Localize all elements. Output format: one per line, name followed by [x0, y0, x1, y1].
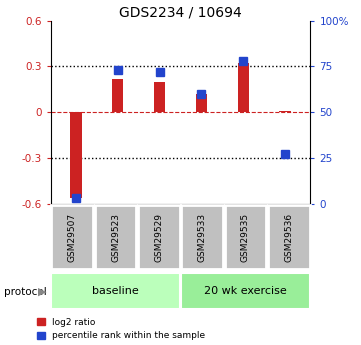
- Bar: [112, 79, 123, 112]
- Text: GSM29533: GSM29533: [198, 213, 206, 262]
- Text: baseline: baseline: [92, 286, 139, 296]
- Bar: [181, 273, 310, 308]
- Text: GSM29535: GSM29535: [241, 213, 250, 262]
- Bar: [279, 111, 291, 112]
- Bar: [95, 205, 136, 269]
- Bar: [238, 62, 249, 112]
- Bar: [196, 94, 207, 112]
- Text: GSM29529: GSM29529: [155, 213, 163, 262]
- Text: GSM29536: GSM29536: [284, 213, 293, 262]
- Bar: [51, 273, 180, 308]
- Title: GDS2234 / 10694: GDS2234 / 10694: [119, 6, 242, 20]
- Text: GSM29507: GSM29507: [68, 213, 77, 262]
- Text: protocol: protocol: [4, 287, 46, 296]
- Bar: [154, 82, 165, 112]
- Bar: [51, 205, 93, 269]
- Bar: [268, 205, 310, 269]
- Legend: log2 ratio, percentile rank within the sample: log2 ratio, percentile rank within the s…: [37, 318, 205, 341]
- Bar: [138, 205, 180, 269]
- Text: 20 wk exercise: 20 wk exercise: [204, 286, 287, 296]
- Bar: [225, 205, 266, 269]
- Text: GSM29523: GSM29523: [111, 213, 120, 262]
- Bar: [181, 205, 223, 269]
- Bar: [70, 112, 82, 198]
- Text: ▶: ▶: [38, 287, 47, 296]
